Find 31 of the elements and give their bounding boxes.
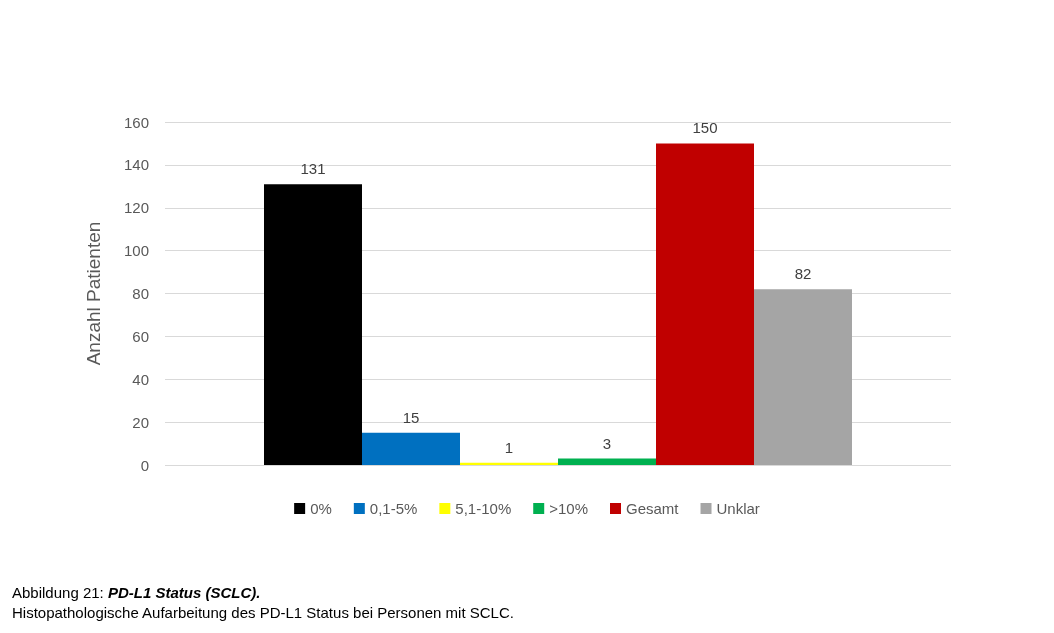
y-tick-label: 40 [132, 370, 149, 388]
text: Histopathologische Aufarbeitung des PD-L1 Status bei Personen mit SCLC. [12, 603, 515, 623]
y-tick-label: 100 [123, 242, 149, 260]
y-tick-label: 60 [132, 327, 149, 345]
y-tick-label: 140 [123, 156, 149, 174]
bar [754, 289, 852, 465]
bar [460, 462, 558, 465]
bar [558, 458, 656, 465]
y-tick-label: 160 [123, 113, 149, 131]
legend-label: 5,1-10% [455, 500, 512, 517]
legend-label: 0,1-5% [369, 500, 418, 517]
data-label: 82 [794, 265, 812, 283]
bar [264, 184, 362, 465]
data-label: 1 [504, 438, 514, 456]
y-tick-label: 0 [140, 456, 149, 474]
data-label: 131 [300, 160, 326, 178]
text: Abbildung 21: [12, 584, 105, 601]
bar [656, 143, 754, 465]
legend-label: Unklar [716, 500, 760, 517]
data-label: 150 [692, 119, 718, 137]
legend-label: 0% [310, 500, 332, 517]
text: PD-L1 Status (SCLC). [107, 584, 261, 601]
legend-label: Gesamt [626, 500, 680, 517]
data-label: 15 [402, 408, 420, 426]
y-tick-label: 80 [132, 285, 149, 302]
data-label: 3 [602, 434, 612, 452]
y-tick-label: 20 [132, 413, 149, 431]
bar [362, 432, 460, 465]
y-tick-label: 120 [123, 199, 149, 217]
legend-label: >10% [549, 500, 589, 517]
y-axis-title: Anzahl Patienten [83, 221, 104, 366]
